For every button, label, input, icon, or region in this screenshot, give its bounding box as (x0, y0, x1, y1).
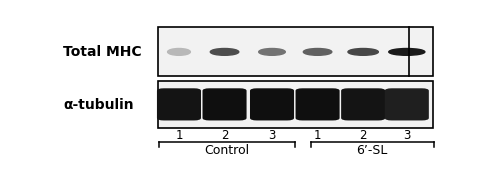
Text: α-tubulin: α-tubulin (63, 98, 134, 112)
FancyBboxPatch shape (250, 88, 294, 121)
Ellipse shape (303, 48, 332, 55)
Text: 6’-SL: 6’-SL (356, 144, 388, 156)
FancyBboxPatch shape (157, 88, 201, 121)
Ellipse shape (210, 48, 239, 55)
Text: 2: 2 (221, 129, 228, 142)
Ellipse shape (168, 48, 190, 55)
Text: Control: Control (204, 144, 249, 156)
Text: 3: 3 (403, 129, 411, 142)
FancyBboxPatch shape (295, 88, 340, 121)
Text: 1: 1 (314, 129, 321, 142)
Ellipse shape (389, 48, 425, 55)
FancyBboxPatch shape (341, 88, 385, 121)
Ellipse shape (259, 48, 285, 55)
FancyBboxPatch shape (202, 88, 246, 121)
Text: Total MHC: Total MHC (63, 45, 142, 59)
Bar (158, 81, 434, 128)
Text: 3: 3 (269, 129, 276, 142)
Bar (158, 27, 434, 76)
Ellipse shape (348, 48, 378, 55)
Text: 1: 1 (175, 129, 183, 142)
FancyBboxPatch shape (385, 88, 429, 121)
Text: 2: 2 (359, 129, 367, 142)
